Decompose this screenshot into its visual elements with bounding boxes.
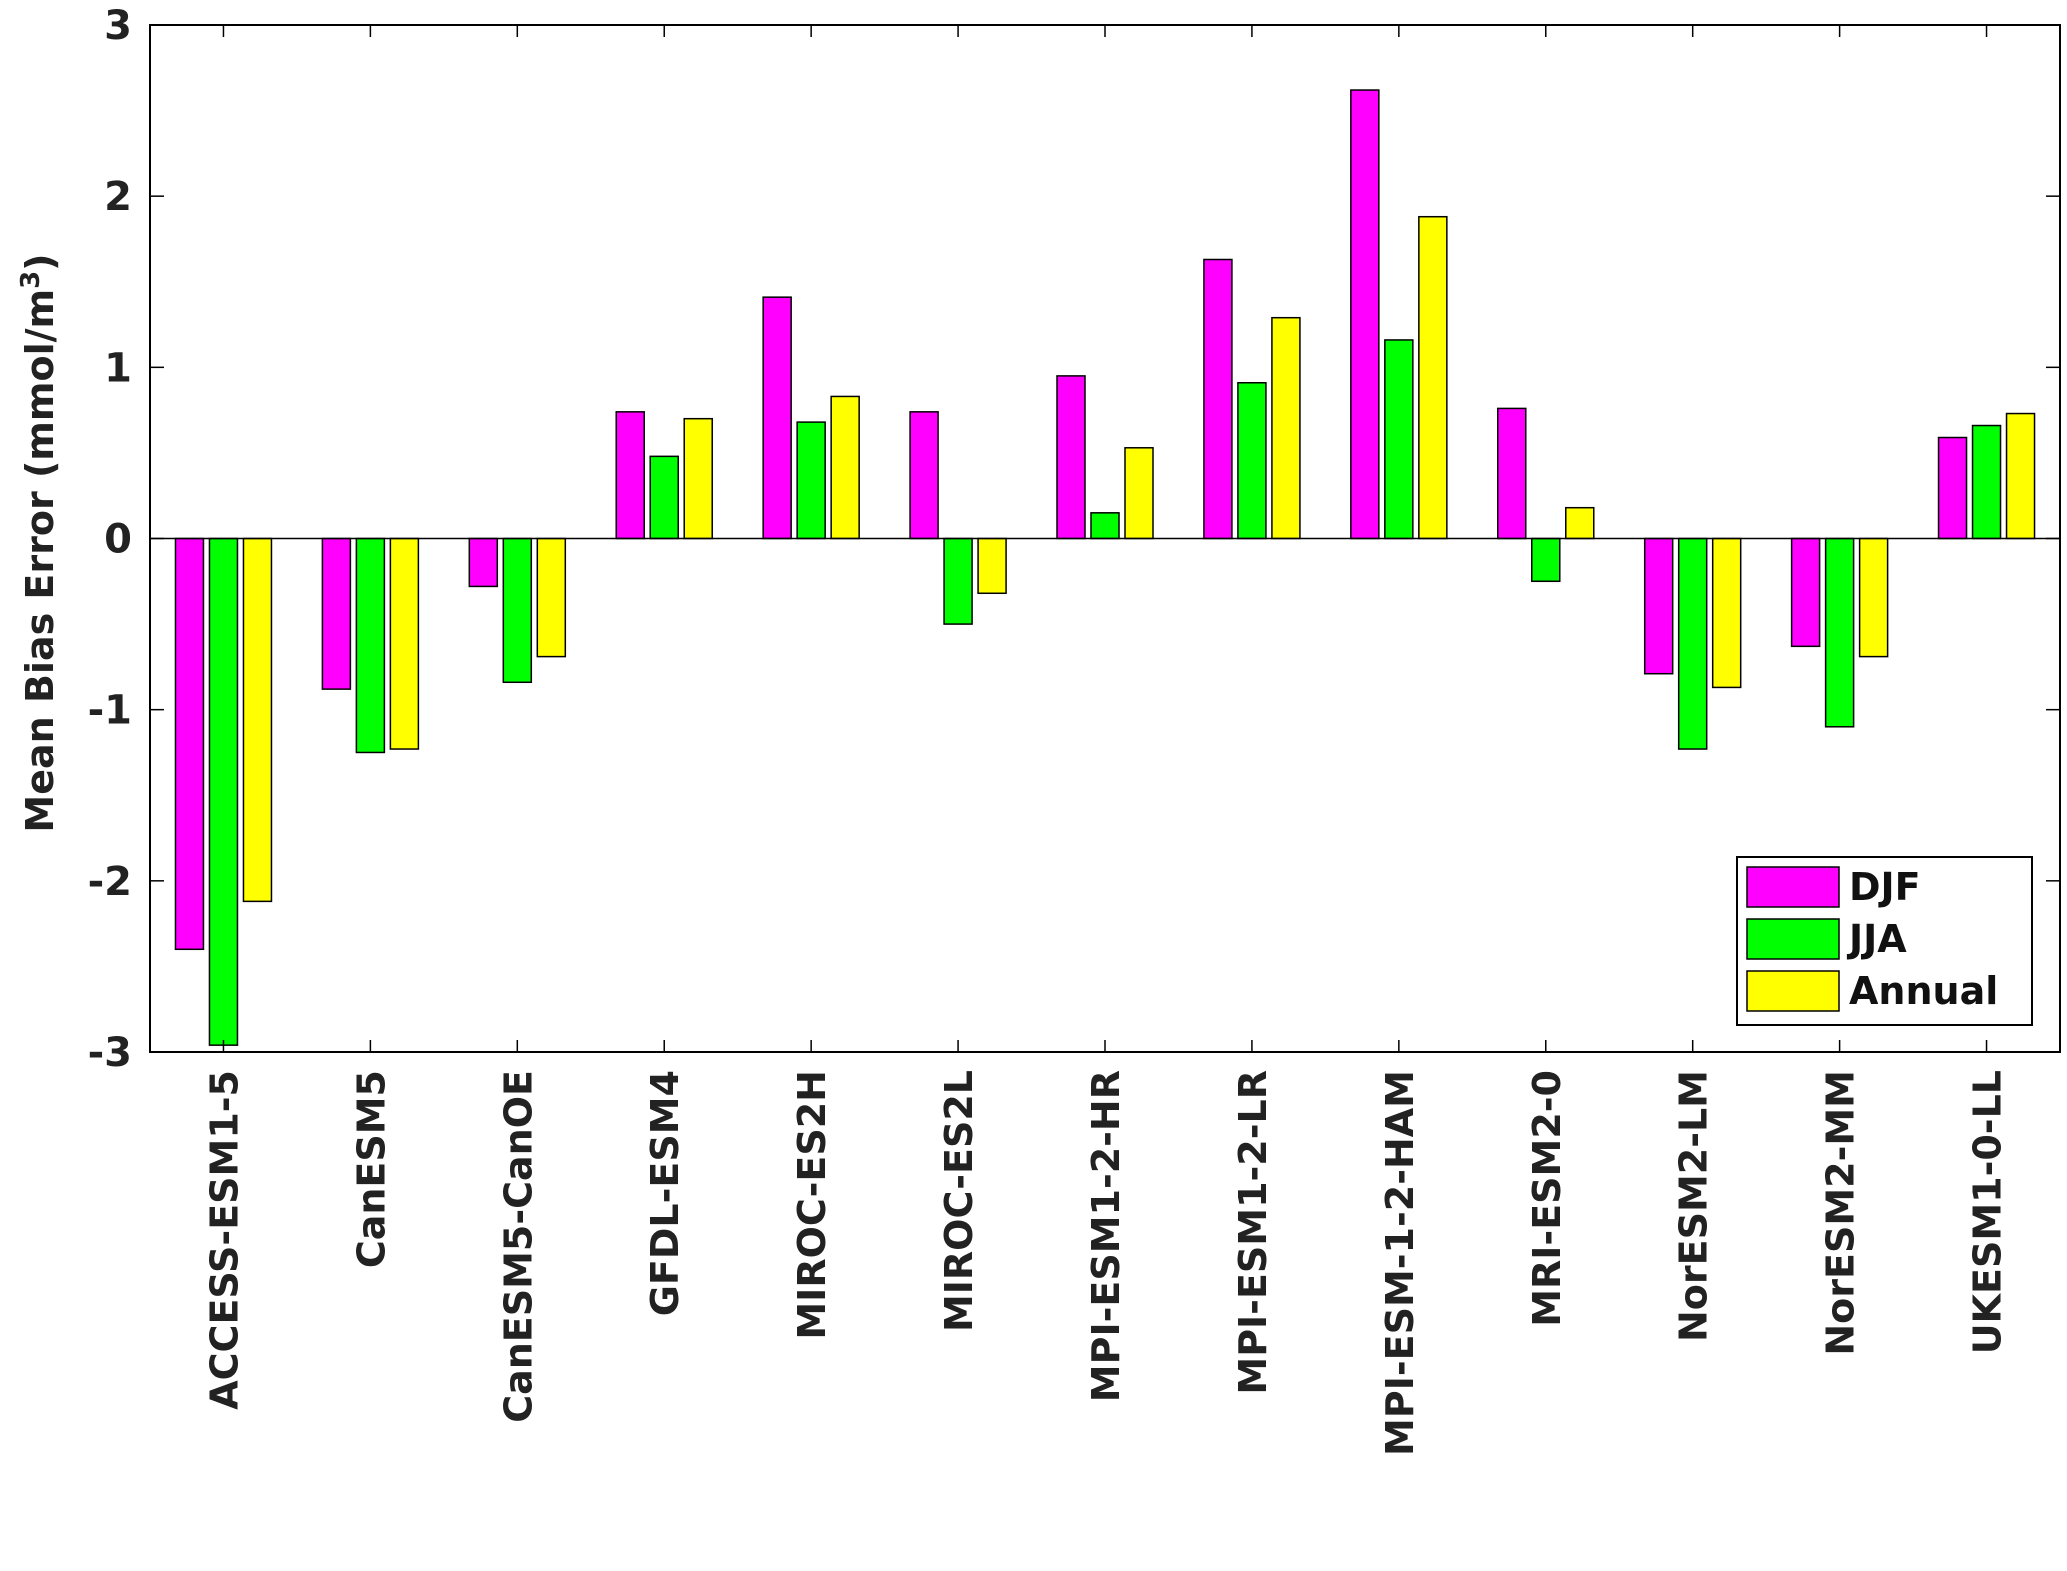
bar-jja-11 xyxy=(1824,537,1855,728)
bar-djf-11 xyxy=(1790,537,1821,648)
x-tick-label-1: CanESM5 xyxy=(349,1070,393,1268)
bar-annual-10 xyxy=(1711,537,1742,689)
x-tick-label-11: NorESM2-MM xyxy=(1819,1070,1863,1356)
bar-jja-6 xyxy=(1090,512,1120,540)
x-tick-label-0: ACCESS-ESM1-5 xyxy=(202,1070,246,1410)
bar-djf-8 xyxy=(1350,89,1380,540)
bar-djf-4 xyxy=(762,296,792,540)
bar-jja-10 xyxy=(1677,537,1708,750)
y-tick-label-5: -2 xyxy=(88,859,132,905)
x-tick-label-4: MIROC-ES2H xyxy=(790,1070,834,1340)
bar-annual-8 xyxy=(1418,215,1448,540)
bar-annual-11 xyxy=(1858,537,1889,658)
x-tick-label-5: MIROC-ES2L xyxy=(937,1070,981,1332)
y-tick-label-1: 2 xyxy=(104,174,132,220)
y-axis-label-superscript: 3 xyxy=(16,271,46,289)
bar-annual-2 xyxy=(536,537,567,658)
bar-annual-12 xyxy=(2005,412,2036,540)
bar-jja-1 xyxy=(355,537,386,754)
legend-swatch-jja xyxy=(1746,918,1840,960)
y-tick-label-2: 1 xyxy=(104,345,132,391)
bar-annual-9 xyxy=(1565,506,1595,540)
x-tick-label-8: MPI-ESM-1-2-HAM xyxy=(1378,1070,1422,1456)
bar-jja-4 xyxy=(796,421,826,540)
bar-annual-1 xyxy=(389,537,420,750)
legend-label-annual: Annual xyxy=(1849,969,1998,1013)
x-tick-label-9: MRI-ESM2-0 xyxy=(1525,1070,1569,1327)
y-tick-label-6: -3 xyxy=(88,1030,132,1076)
bar-jja-2 xyxy=(502,537,533,684)
bar-djf-0 xyxy=(174,537,205,951)
bar-annual-0 xyxy=(242,537,273,903)
bar-annual-6 xyxy=(1124,447,1154,540)
y-tick-label-0: 3 xyxy=(104,3,132,49)
bar-jja-9 xyxy=(1531,537,1561,583)
bar-annual-7 xyxy=(1271,316,1301,540)
bar-annual-3 xyxy=(683,417,713,540)
bar-annual-4 xyxy=(830,395,860,540)
bar-djf-1 xyxy=(321,537,352,690)
legend-label-jja: JJA xyxy=(1846,917,1907,961)
legend: DJF JJA Annual xyxy=(1736,856,2033,1026)
bar-jja-12 xyxy=(1971,424,2002,540)
bar-djf-10 xyxy=(1643,537,1674,675)
x-tick-label-12: UKESM1-0-LL xyxy=(1966,1070,2010,1354)
bar-djf-12 xyxy=(1937,436,1968,540)
legend-swatch-djf xyxy=(1746,866,1840,908)
bar-jja-3 xyxy=(649,455,679,540)
bar-djf-2 xyxy=(468,537,499,588)
legend-swatch-annual xyxy=(1746,970,1840,1012)
bar-djf-6 xyxy=(1056,375,1086,540)
bar-djf-7 xyxy=(1203,258,1233,540)
bar-jja-5 xyxy=(943,537,973,625)
y-axis-label-suffix: ) xyxy=(18,253,62,270)
legend-label-djf: DJF xyxy=(1849,865,1921,909)
axes-layer: ACCESS-ESM1-5 CanESM5 CanESM5-CanOE GFDL-ES… xyxy=(88,3,2061,1456)
bar-jja-0 xyxy=(208,537,239,1046)
x-tick-label-2: CanESM5-CanOE xyxy=(496,1070,540,1423)
bar-djf-9 xyxy=(1497,407,1527,540)
y-axis-label: Mean Bias Error (mmol/m3) xyxy=(16,253,62,832)
bar-jja-8 xyxy=(1384,339,1414,540)
bars-layer xyxy=(174,89,2036,1046)
bar-jja-7 xyxy=(1237,381,1267,540)
x-tick-label-3: GFDL-ESM4 xyxy=(643,1070,687,1316)
x-tick-label-6: MPI-ESM1-2-HR xyxy=(1084,1070,1128,1402)
y-tick-label-3: 0 xyxy=(104,517,132,563)
y-axis-label-text: Mean Bias Error (mmol/m xyxy=(18,289,62,833)
x-tick-label-10: NorESM2-LM xyxy=(1672,1070,1716,1342)
x-tick-label-7: MPI-ESM1-2-LR xyxy=(1231,1070,1275,1395)
y-tick-label-4: -1 xyxy=(88,688,132,734)
bar-djf-5 xyxy=(909,411,939,540)
bar-annual-5 xyxy=(977,537,1007,595)
bar-djf-3 xyxy=(615,411,645,540)
